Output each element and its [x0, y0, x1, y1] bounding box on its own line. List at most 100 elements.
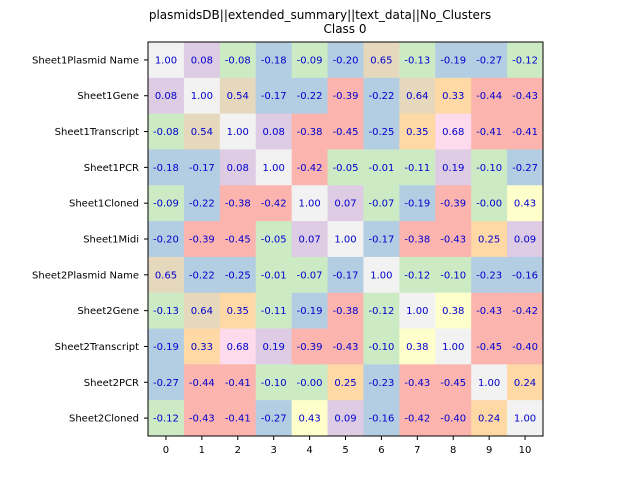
cell-value-label: 0.65	[155, 270, 177, 281]
cell-value-label: 1.00	[514, 414, 536, 425]
heatmap-cell	[435, 328, 472, 365]
cell-value-label: -0.42	[404, 414, 430, 425]
cell-value-label: 0.38	[406, 342, 428, 353]
heatmap-cell	[219, 42, 257, 79]
cell-value-label: -0.44	[476, 91, 502, 102]
heatmap-cell	[471, 221, 508, 258]
heatmap-cell	[291, 328, 329, 365]
x-tick-label: 3	[270, 445, 276, 456]
heatmap-cell	[435, 185, 472, 222]
cell-value-label: 0.24	[478, 414, 500, 425]
y-tick-label: Sheet2Plasmid Name	[32, 270, 139, 281]
heatmap-cell	[148, 364, 185, 401]
heatmap-cell	[363, 221, 400, 258]
heatmap-cell	[471, 149, 508, 186]
cell-value-label: -0.45	[476, 342, 502, 353]
cell-value-label: -0.27	[153, 378, 179, 389]
cell-value-label: -0.41	[225, 414, 251, 425]
heatmap-cell	[255, 292, 293, 330]
heatmap-cell	[219, 185, 257, 222]
cell-value-label: 0.08	[263, 127, 285, 138]
cell-value-label: -0.19	[440, 55, 466, 66]
heatmap-cell	[507, 149, 544, 186]
heatmap-cell	[399, 292, 436, 330]
x-tick-label: 8	[450, 445, 456, 456]
cell-value-label: 0.54	[191, 127, 213, 138]
cell-value-label: 1.00	[227, 127, 249, 138]
cell-value-label: 0.19	[263, 342, 285, 353]
cell-value-label: -0.45	[225, 235, 251, 246]
chart-title: plasmidsDB||extended_summary||text_data|…	[149, 8, 491, 22]
cell-value-label: -0.39	[333, 91, 359, 102]
heatmap-cell	[219, 400, 257, 437]
x-tick-label: 6	[378, 445, 384, 456]
heatmap-cell	[471, 292, 508, 330]
cell-value-label: -0.19	[153, 342, 179, 353]
heatmap-cell	[327, 400, 364, 437]
heatmap-cell	[435, 400, 472, 437]
heatmap-cell	[148, 292, 185, 330]
cell-value-label: 0.64	[191, 306, 213, 317]
cell-value-label: -0.39	[297, 342, 323, 353]
heatmap-cell	[507, 292, 544, 330]
x-tick-label: 5	[342, 445, 348, 456]
cell-value-label: 0.38	[442, 306, 464, 317]
heatmap-cell	[363, 292, 400, 330]
heatmap-cell	[435, 77, 472, 115]
heatmap-cell	[435, 292, 472, 330]
heatmap-cell	[399, 77, 436, 115]
cell-value-label: 1.00	[298, 199, 320, 210]
heatmap-cell	[507, 364, 544, 401]
cell-value-label: -0.41	[476, 127, 502, 138]
cell-value-label: -0.18	[261, 55, 287, 66]
heatmap-cell	[183, 149, 221, 186]
heatmap-cell	[363, 185, 400, 222]
heatmap-cell	[255, 42, 293, 79]
cell-value-label: -0.38	[225, 199, 251, 210]
heatmap-cell	[148, 77, 185, 115]
heatmap-cell	[363, 77, 400, 115]
heatmap-cell	[435, 256, 472, 294]
heatmap-cell	[471, 364, 508, 401]
heatmap-cell	[471, 42, 508, 79]
cell-value-label: -0.09	[153, 199, 179, 210]
cell-value-label: -0.27	[476, 55, 502, 66]
heatmap-cell	[291, 221, 329, 258]
cell-value-label: -0.41	[512, 127, 538, 138]
cell-value-label: 1.00	[478, 378, 500, 389]
cell-value-label: -0.11	[404, 163, 430, 174]
heatmap-cell	[255, 400, 293, 437]
cell-value-label: -0.20	[153, 235, 179, 246]
cell-value-label: -0.23	[368, 378, 394, 389]
cell-value-label: -0.39	[189, 235, 215, 246]
y-tick-label: Sheet2Cloned	[69, 414, 139, 425]
heatmap-cell	[291, 42, 329, 79]
heatmap-cell	[399, 364, 436, 401]
cell-value-label: -0.17	[261, 91, 287, 102]
cell-value-label: 0.33	[191, 342, 213, 353]
cell-value-label: -0.08	[153, 127, 179, 138]
heatmap-cell	[507, 256, 544, 294]
heatmap-cell	[363, 42, 400, 79]
cell-value-label: -0.12	[404, 270, 430, 281]
heatmap-cell	[148, 149, 185, 186]
cell-value-label: -0.00	[476, 199, 502, 210]
cell-value-label: -0.16	[512, 270, 538, 281]
heatmap-cell	[507, 221, 544, 258]
heatmap-cell	[148, 256, 185, 294]
heatmap-cell	[435, 113, 472, 150]
cell-value-label: 1.00	[155, 55, 177, 66]
heatmap-cell	[507, 328, 544, 365]
heatmap-cell	[471, 185, 508, 222]
heatmap-cells: 1.00 0.08 -0.08 -0.18 -0.09 -0.20 0.65 -0.13 -0.…	[148, 42, 544, 437]
cell-value-label: 0.35	[227, 306, 249, 317]
cell-value-label: -0.17	[333, 270, 359, 281]
x-tick-label: 0	[163, 445, 169, 456]
cell-value-label: 0.64	[406, 91, 428, 102]
heatmap-cell	[435, 364, 472, 401]
x-tick-label: 4	[306, 445, 312, 456]
cell-value-label: -0.08	[225, 55, 251, 66]
y-tick-label: Sheet2Gene	[77, 306, 139, 317]
heatmap-cell	[183, 185, 221, 222]
cell-value-label: 0.07	[334, 199, 356, 210]
